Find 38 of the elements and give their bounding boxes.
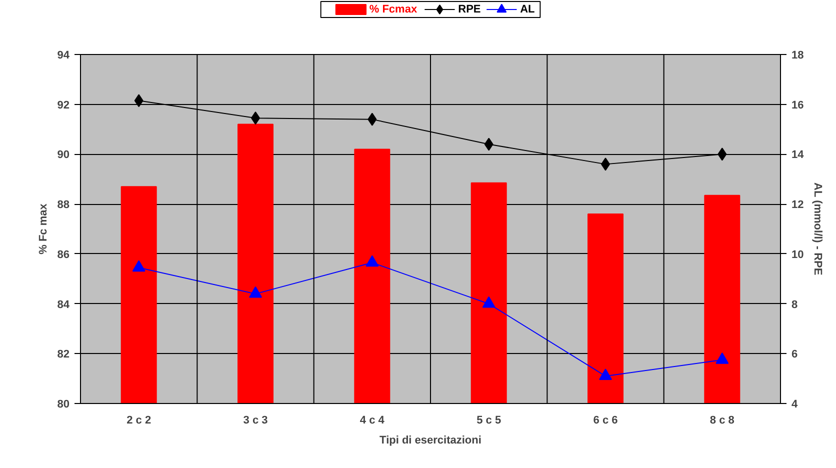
point (134, 94, 144, 108)
y2-tick-label: 12 (792, 199, 804, 212)
y2-tick-label: 8 (792, 298, 798, 311)
x-axis-title: Tipi di esercitazioni (380, 434, 482, 446)
y-tick-label: 86 (57, 248, 70, 261)
x-tick-label: 5 c 5 (476, 414, 502, 426)
x-tick-label: 6 c 6 (593, 414, 618, 426)
x-tick-label: 3 c 3 (243, 414, 268, 426)
y2-tick-label: 18 (792, 50, 804, 62)
y-tick-label: 84 (57, 298, 70, 311)
y2-tick-label: 16 (792, 99, 804, 112)
point (484, 138, 494, 151)
y2-tick-label: 6 (792, 348, 798, 361)
y2-tick-label: 4 (792, 398, 798, 410)
point (599, 368, 612, 380)
legend-label: % Fcmax (369, 4, 418, 16)
y-tick-label: 88 (57, 199, 70, 212)
x-tick-label: 2 c 2 (126, 414, 152, 426)
x-tick-label: 8 c 8 (710, 414, 734, 426)
x-tick-label: 4 c 4 (360, 414, 386, 426)
point (482, 296, 496, 308)
y-tick-label: 80 (57, 398, 70, 410)
point (716, 352, 729, 364)
point (718, 148, 727, 161)
point (366, 255, 379, 267)
legend-label: AL (520, 4, 536, 16)
y2-axis-title: AL (mmol/l) - RPE (812, 182, 824, 276)
y2-tick-label: 14 (792, 149, 805, 162)
point (132, 260, 146, 272)
y-tick-label: 82 (57, 348, 70, 361)
y-tick-label: 92 (57, 99, 70, 112)
point (249, 286, 262, 298)
y-axis-title: % Fc max (37, 202, 50, 254)
legend-label: RPE (458, 4, 481, 16)
y-tick-label: 90 (57, 149, 70, 162)
point (368, 112, 377, 126)
y-tick-label: 94 (57, 50, 70, 62)
y2-tick-label: 10 (792, 248, 804, 261)
